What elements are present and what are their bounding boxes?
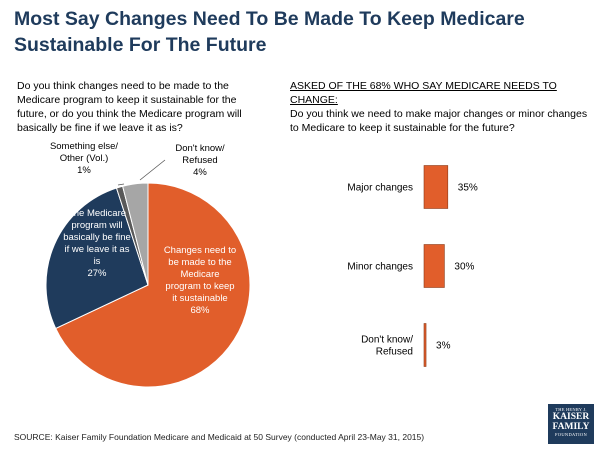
bar-value-label-minor: 30% [454, 262, 474, 273]
leader-line-dontknow [139, 159, 166, 181]
bar-category-label-dontknow: Don't know/Refused [361, 335, 413, 358]
pie-label-changes: Changes need to be made to the Medicare … [163, 245, 237, 317]
bar-major [423, 165, 449, 209]
bar-value-label-major: 35% [458, 183, 478, 194]
bar-dontknow [423, 323, 427, 367]
leader-line-other [117, 183, 125, 186]
pie-label-other-text: Something else/ Other (Vol.) [49, 141, 119, 164]
bar-chart: Major changes 35% Minor changes 30% Don't kn… [347, 165, 478, 367]
pie-label-dontknow: Don't know/ Refused 4% [160, 143, 240, 179]
bar-value-label-dontknow: 3% [436, 341, 451, 352]
page-title: Most Say Changes Need To Be Made To Keep… [14, 8, 525, 56]
pie-label-changes-value: 68% [190, 305, 210, 316]
pie-label-other-value: 1% [77, 165, 91, 176]
source-note: SOURCE: Kaiser Family Foundation Medicar… [14, 432, 425, 442]
pie-label-fine-text: The Medicare program will basically be f… [63, 208, 131, 267]
right-header: ASKED OF THE 68% WHO SAY MEDICARE NEEDS … [290, 79, 595, 135]
pie-slice-fine [45, 187, 149, 330]
pie-chart [45, 182, 251, 388]
right-question: Do you think we need to make major chang… [290, 108, 588, 134]
bar-category-label-major: Major changes [347, 183, 413, 194]
logo-line-2: KAISER [552, 412, 590, 422]
pie-slice-dontknow [122, 182, 149, 286]
logo-line-3: FAMILY [552, 422, 590, 432]
pie-slice-changes [55, 182, 251, 388]
logo-line-1: THE HENRY J. [555, 407, 587, 412]
bar-minor [423, 244, 445, 288]
right-heading: ASKED OF THE 68% WHO SAY MEDICARE NEEDS … [290, 80, 557, 106]
kff-logo: THE HENRY J. KAISER FAMILY FOUNDATION [548, 404, 594, 444]
left-question: Do you think changes need to be made to … [17, 80, 242, 134]
pie-label-fine: The Medicare program will basically be f… [62, 208, 132, 280]
pie-label-dontknow-text: Don't know/ Refused [175, 143, 225, 166]
pie-label-changes-text: Changes need to be made to the Medicare … [163, 245, 237, 304]
pie-label-other: Something else/ Other (Vol.) 1% [45, 141, 123, 177]
pie-label-dontknow-value: 4% [193, 167, 207, 178]
logo-line-4: FOUNDATION [555, 432, 587, 437]
pie-label-fine-value: 27% [87, 268, 107, 279]
bar-category-label-minor: Minor changes [347, 262, 413, 273]
